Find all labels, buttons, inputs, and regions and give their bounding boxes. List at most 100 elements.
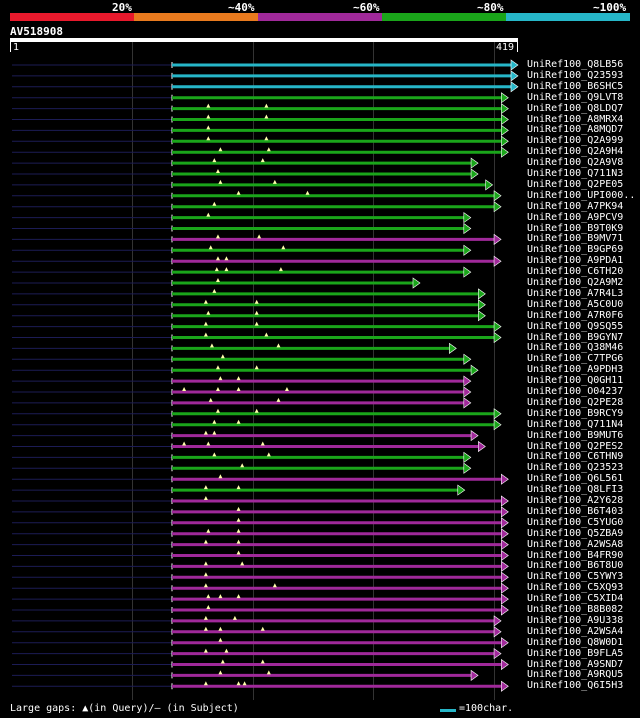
hit-label[interactable]: UniRef100_Q2A9V8 — [527, 157, 624, 169]
hit-end-arrow — [501, 571, 509, 583]
query-gap-marker — [236, 506, 241, 511]
hit-label[interactable]: UniRef100_Q711N4 — [527, 418, 624, 430]
hit-label[interactable]: UniRef100_Q2PE28 — [527, 396, 624, 408]
hit-label[interactable]: UniRef100_B6T403 — [527, 505, 624, 517]
hit-label[interactable]: UniRef100_A9PDH3 — [527, 364, 624, 376]
hit-end-arrow — [501, 113, 509, 126]
hit-label[interactable]: UniRef100_A5C0U0 — [527, 298, 624, 310]
hit-end-arrow — [457, 484, 466, 496]
query-gap-marker — [220, 354, 225, 359]
query-gap-marker — [206, 441, 211, 446]
query-gap-marker — [236, 517, 241, 522]
hit-label[interactable]: UniRef100_UPI000.. — [527, 189, 636, 201]
hit-label[interactable]: UniRef100_Q2PES2 — [527, 440, 624, 452]
hit-end-arrow — [510, 70, 519, 82]
hit-label[interactable]: UniRef100_Q711N3 — [527, 168, 624, 179]
hit-label[interactable]: UniRef100_Q8W0D1 — [527, 636, 624, 648]
hit-label[interactable]: UniRef100_B6T8U0 — [527, 560, 624, 572]
hit-label[interactable]: UniRef100_C6THN9 — [527, 451, 624, 463]
hit-label[interactable]: UniRef100_A2Y628 — [527, 495, 624, 506]
hit-end-arrow — [501, 495, 509, 507]
hit-end-arrow — [501, 473, 509, 485]
query-gap-marker — [236, 539, 241, 544]
hit-end-arrow — [493, 615, 502, 627]
hit-label[interactable]: UniRef100_C7TPG6 — [527, 353, 624, 365]
query-gap-marker — [272, 179, 277, 184]
hit-label[interactable]: UniRef100_Q5ZBA9 — [527, 527, 624, 539]
hit-end-arrow — [501, 593, 509, 605]
query-gap-marker — [203, 430, 208, 435]
query-gap-marker — [212, 288, 217, 293]
hit-label[interactable]: UniRef100_O04237 — [527, 386, 624, 397]
hit-label[interactable]: UniRef100_A9U338 — [527, 614, 624, 626]
hit-label[interactable]: UniRef100_C5YUG0 — [527, 516, 624, 528]
hit-label[interactable]: UniRef100_Q23523 — [527, 462, 624, 474]
query-gap-marker — [236, 594, 241, 599]
query-gap-marker — [203, 648, 208, 653]
query-gap-marker — [203, 681, 208, 686]
query-gap-marker — [254, 321, 259, 326]
query-gap-marker — [240, 463, 245, 468]
hit-label[interactable]: UniRef100_Q8LB56 — [527, 59, 624, 70]
hit-label[interactable]: UniRef100_A7R4L3 — [527, 287, 624, 299]
query-gap-marker — [212, 452, 217, 457]
hit-label[interactable]: UniRef100_C5XID4 — [527, 593, 624, 605]
hit-label[interactable]: UniRef100_Q0GH11 — [527, 375, 624, 387]
query-gap-marker — [206, 212, 211, 217]
hit-label[interactable]: UniRef100_C6TH20 — [527, 266, 624, 278]
hit-label[interactable]: UniRef100_A7R0F6 — [527, 309, 624, 321]
hit-label[interactable]: UniRef100_Q2A9H4 — [527, 146, 624, 158]
query-gap-marker — [203, 572, 208, 577]
hit-label[interactable]: UniRef100_Q8LFI3 — [527, 484, 624, 496]
legend-gaps: Large gaps: ▲(in Query)/– (in Subject) — [10, 703, 239, 714]
query-gap-marker — [236, 528, 241, 533]
hit-end-arrow — [501, 517, 509, 529]
hit-label[interactable]: UniRef100_Q9LVT8 — [527, 91, 624, 103]
hit-end-arrow — [493, 626, 502, 638]
hit-label[interactable]: UniRef100_Q8LDQ7 — [527, 102, 624, 114]
query-gap-marker — [208, 245, 213, 250]
percent-label-100: ~100% — [593, 1, 627, 14]
hit-label[interactable]: UniRef100_B9GYN7 — [527, 331, 624, 343]
hit-label[interactable]: UniRef100_A2WSA8 — [527, 538, 624, 550]
hit-label[interactable]: UniRef100_B9MV71 — [527, 233, 624, 245]
hit-label[interactable]: UniRef100_C5XQ93 — [527, 582, 624, 594]
query-gap-marker — [254, 408, 259, 413]
hit-label[interactable]: UniRef100_Q2PE05 — [527, 178, 624, 190]
hit-label[interactable]: UniRef100_C5YWY3 — [527, 571, 624, 583]
hit-label[interactable]: UniRef100_A9PCV9 — [527, 211, 624, 223]
query-gap-marker — [208, 397, 213, 402]
query-gap-marker — [203, 615, 208, 620]
hit-end-arrow — [501, 604, 509, 616]
hit-label[interactable]: UniRef100_Q2A999 — [527, 135, 624, 147]
hit-label[interactable]: UniRef100_A8MRX4 — [527, 113, 624, 125]
hit-label[interactable]: UniRef100_B9T0K9 — [527, 222, 624, 234]
hit-label[interactable]: UniRef100_B8B082 — [527, 604, 624, 615]
query-gap-marker — [260, 158, 265, 163]
hit-end-arrow — [478, 299, 486, 311]
percent-label-40: ~40% — [228, 1, 255, 14]
hit-label[interactable]: UniRef100_A9SND7 — [527, 658, 624, 670]
hit-label[interactable]: UniRef100_Q2A9M2 — [527, 277, 624, 288]
hit-label[interactable]: UniRef100_B9GP69 — [527, 244, 624, 256]
query-gap-marker — [254, 310, 259, 315]
hit-label[interactable]: UniRef100_A2WSA4 — [527, 625, 624, 637]
query-gap-marker — [206, 310, 211, 315]
hit-label[interactable]: UniRef100_Q6L561 — [527, 473, 624, 485]
hit-label[interactable]: UniRef100_B9MUT6 — [527, 429, 624, 441]
hit-label[interactable]: UniRef100_Q9SQ55 — [527, 320, 624, 332]
query-gap-marker — [260, 659, 265, 664]
query-ruler — [10, 38, 518, 42]
hit-label[interactable]: UniRef100_B4FR90 — [527, 549, 624, 561]
hit-label[interactable]: UniRef100_A9RQU5 — [527, 669, 624, 681]
hit-label[interactable]: UniRef100_A7PK94 — [527, 200, 624, 212]
hit-label[interactable]: UniRef100_B9FLA5 — [527, 647, 624, 659]
hit-label[interactable]: UniRef100_Q38M46 — [527, 342, 624, 354]
hit-label[interactable]: UniRef100_A9PDA1 — [527, 255, 624, 267]
hit-label[interactable]: UniRef100_Q23593 — [527, 69, 624, 81]
hit-label[interactable]: UniRef100_Q6I5H3 — [527, 680, 624, 692]
hit-label[interactable]: UniRef100_B9RCY9 — [527, 407, 624, 419]
hit-label[interactable]: UniRef100_A8MQD7 — [527, 124, 624, 136]
hit-end-arrow — [501, 658, 509, 671]
hit-label[interactable]: UniRef100_B6SHC5 — [527, 80, 624, 92]
